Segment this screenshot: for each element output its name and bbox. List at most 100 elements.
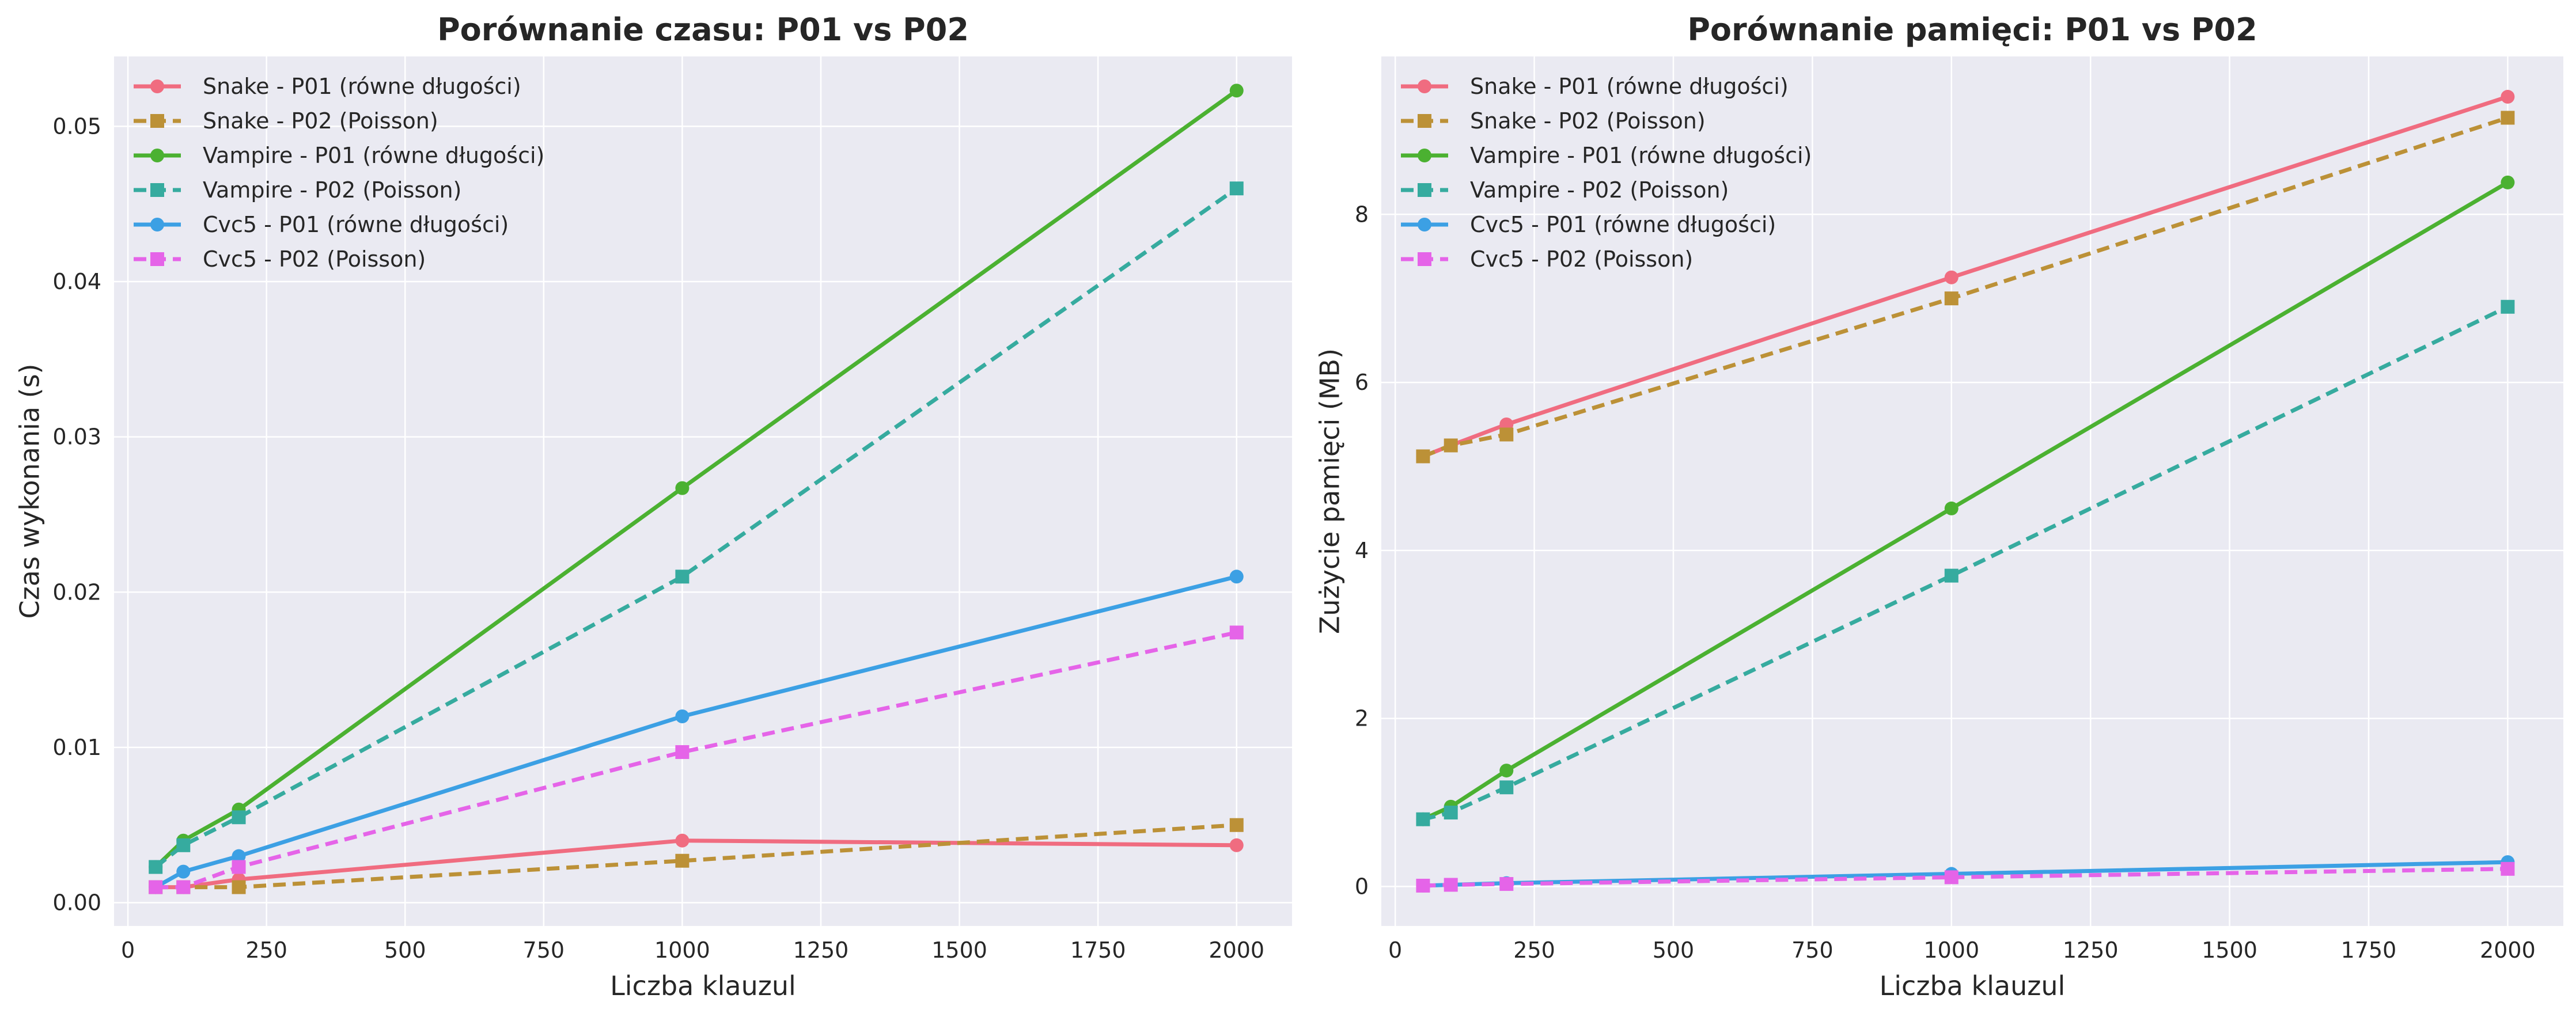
x-tick-label: 1250 bbox=[793, 938, 849, 963]
data-point bbox=[675, 570, 690, 584]
legend-item: Snake - P02 (Poisson) bbox=[134, 108, 438, 134]
data-point bbox=[1444, 438, 1458, 453]
legend-item: Cvc5 - P02 (Poisson) bbox=[1401, 246, 1693, 272]
legend: Snake - P01 (równe długości) Snake - P02 … bbox=[1401, 74, 1812, 272]
legend-item: Snake - P01 (równe długości) bbox=[134, 74, 521, 99]
data-point bbox=[176, 864, 191, 879]
data-point bbox=[1416, 878, 1430, 893]
legend-marker bbox=[150, 218, 164, 231]
legend-marker bbox=[1418, 252, 1431, 266]
legend-item: Snake - P02 (Poisson) bbox=[1401, 108, 1706, 134]
y-tick-label: 0.02 bbox=[52, 579, 101, 605]
data-point bbox=[1499, 877, 1514, 891]
data-point bbox=[1416, 449, 1430, 464]
y-axis-label: Czas wykonania (s) bbox=[14, 364, 46, 619]
legend-marker bbox=[150, 252, 164, 266]
x-tick-label: 1750 bbox=[2341, 938, 2397, 963]
chart-panel-1: 0 250 500 750 1000 1250 1500 1750 2000 0.00 0.01 0.… bbox=[14, 12, 1292, 1001]
legend-label: Cvc5 - P01 (równe długości) bbox=[203, 212, 509, 237]
data-point bbox=[1416, 812, 1430, 826]
x-tick-label: 2000 bbox=[2480, 938, 2536, 963]
x-tick-label: 1000 bbox=[654, 938, 710, 963]
y-tick-label: 2 bbox=[1355, 706, 1369, 731]
legend-label: Snake - P01 (równe długości) bbox=[203, 74, 521, 99]
data-point bbox=[1444, 806, 1458, 820]
legend-label: Vampire - P02 (Poisson) bbox=[1470, 177, 1729, 203]
data-point bbox=[1444, 878, 1458, 892]
y-tick-label: 4 bbox=[1355, 538, 1369, 563]
x-tick-label: 1500 bbox=[2202, 938, 2257, 963]
data-point bbox=[2501, 299, 2515, 314]
legend-label: Snake - P02 (Poisson) bbox=[1470, 108, 1706, 134]
legend-item: Vampire - P01 (równe długości) bbox=[1401, 143, 1812, 168]
legend-label: Cvc5 - P01 (równe długości) bbox=[1470, 212, 1776, 237]
data-point bbox=[1499, 764, 1514, 778]
legend-marker bbox=[150, 183, 164, 197]
data-point bbox=[675, 853, 690, 868]
y-tick-label: 0.04 bbox=[52, 269, 101, 294]
y-tick-label: 6 bbox=[1355, 370, 1369, 395]
legend-marker bbox=[150, 79, 164, 93]
legend-label: Cvc5 - P02 (Poisson) bbox=[203, 246, 426, 272]
data-point bbox=[232, 810, 246, 825]
data-point bbox=[675, 709, 690, 723]
legend-marker bbox=[1418, 218, 1431, 231]
x-tick-label: 750 bbox=[1791, 938, 1833, 963]
legend-label: Vampire - P01 (równe długości) bbox=[1470, 143, 1812, 168]
y-tick-label: 0.03 bbox=[52, 424, 101, 450]
x-tick-label: 1250 bbox=[2063, 938, 2119, 963]
plot-area bbox=[1381, 56, 2563, 926]
x-tick-label: 1750 bbox=[1070, 938, 1126, 963]
x-tick-label: 250 bbox=[1513, 938, 1555, 963]
legend-item: Vampire - P02 (Poisson) bbox=[1401, 177, 1729, 203]
legend-marker bbox=[1418, 114, 1431, 128]
y-tick-label: 8 bbox=[1355, 202, 1369, 227]
data-point bbox=[675, 481, 690, 495]
data-point bbox=[1499, 427, 1514, 442]
data-point bbox=[1229, 570, 1244, 584]
legend-marker bbox=[1418, 79, 1431, 93]
x-axis-label: Liczba klauzul bbox=[1880, 970, 2066, 1001]
legend-marker bbox=[1418, 149, 1431, 162]
y-tick-label: 0 bbox=[1355, 874, 1369, 899]
x-axis-label: Liczba klauzul bbox=[610, 970, 796, 1001]
data-point bbox=[149, 880, 163, 894]
series-line-4 bbox=[154, 187, 1238, 869]
x-tick-label: 500 bbox=[384, 938, 426, 963]
data-point bbox=[232, 860, 246, 874]
data-point bbox=[2501, 111, 2515, 125]
chart-title: Porównanie czasu: P01 vs P02 bbox=[437, 12, 969, 48]
y-axis-label: Zużycie pamięci (MB) bbox=[1314, 348, 1346, 634]
data-point bbox=[1944, 501, 1958, 515]
data-point bbox=[149, 860, 163, 874]
legend-label: Snake - P02 (Poisson) bbox=[203, 108, 438, 134]
data-point bbox=[2501, 861, 2515, 876]
data-point bbox=[1229, 625, 1244, 640]
data-point bbox=[675, 745, 690, 759]
data-point bbox=[675, 833, 690, 848]
data-point bbox=[232, 849, 246, 863]
x-tick-label: 0 bbox=[1388, 938, 1402, 963]
y-tick-label: 0.05 bbox=[52, 113, 101, 139]
x-tick-label: 2000 bbox=[1209, 938, 1264, 963]
data-point bbox=[1944, 270, 1958, 284]
x-tick-label: 1000 bbox=[1923, 938, 1979, 963]
legend-item: Vampire - P02 (Poisson) bbox=[134, 177, 461, 203]
legend-item: Cvc5 - P01 (równe długości) bbox=[134, 212, 509, 237]
legend-item: Cvc5 - P02 (Poisson) bbox=[134, 246, 426, 272]
data-point bbox=[1944, 568, 1958, 583]
x-tick-label: 1500 bbox=[931, 938, 987, 963]
legend-marker bbox=[150, 149, 164, 162]
data-point bbox=[1229, 181, 1244, 196]
data-point bbox=[1944, 870, 1958, 885]
data-point bbox=[1499, 780, 1514, 795]
data-point bbox=[1229, 838, 1244, 852]
legend: Snake - P01 (równe długości) Snake - P02 … bbox=[134, 74, 544, 272]
legend-label: Vampire - P01 (równe długości) bbox=[203, 143, 544, 168]
data-point bbox=[176, 880, 191, 894]
chart-title: Porównanie pamięci: P01 vs P02 bbox=[1687, 12, 2257, 48]
x-tick-label: 0 bbox=[121, 938, 135, 963]
y-tick-label: 0.00 bbox=[52, 890, 101, 916]
x-tick-label: 250 bbox=[245, 938, 287, 963]
